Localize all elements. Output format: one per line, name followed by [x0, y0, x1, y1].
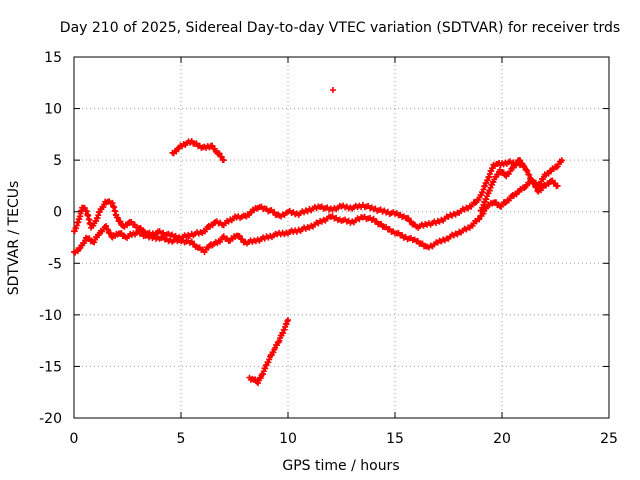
data-point [526, 171, 533, 178]
data-point [519, 160, 526, 167]
data-point [531, 180, 538, 187]
y-tick-label: -15 [39, 359, 62, 375]
data-point [103, 222, 110, 229]
x-tick-label: 25 [600, 431, 618, 447]
data-point [524, 167, 531, 174]
data-point [81, 204, 88, 211]
y-tick-labels: -20 -15 -10 -5 0 5 10 15 [39, 50, 62, 427]
data-point [270, 349, 277, 356]
data-point [558, 157, 565, 164]
data-point [104, 226, 111, 233]
data-point [405, 215, 412, 222]
data-point [218, 153, 225, 160]
data-point [220, 157, 227, 164]
x-tick-labels: 0 5 10 15 20 25 [70, 431, 618, 447]
data-point [329, 87, 336, 94]
axis-ticks [73, 56, 610, 419]
y-tick-label: 0 [53, 205, 62, 221]
y-tick-label: -5 [48, 256, 62, 272]
x-axis-label: GPS time / hours [282, 458, 399, 474]
plot-frame [73, 56, 610, 419]
data-point [265, 359, 272, 366]
data-point [528, 176, 535, 183]
y-tick-label: -10 [39, 308, 62, 324]
data-point [476, 216, 483, 223]
data-points [71, 87, 565, 387]
y-axis-label: SDTVAR / TECUs [6, 181, 22, 296]
y-tick-label: 10 [44, 102, 62, 118]
x-tick-label: 0 [70, 431, 79, 447]
data-point [408, 218, 415, 225]
data-point [554, 182, 561, 189]
data-point [517, 157, 524, 164]
y-tick-label: 5 [53, 153, 62, 169]
data-point [236, 232, 243, 239]
data-point [107, 230, 114, 237]
data-point [533, 184, 540, 191]
data-point [117, 218, 124, 225]
y-tick-label: 15 [44, 50, 62, 66]
data-point [528, 177, 535, 184]
y-tick-label: -20 [39, 411, 62, 427]
x-tick-label: 20 [493, 431, 511, 447]
data-point [266, 356, 273, 363]
data-point [285, 317, 291, 324]
data-point [209, 142, 216, 149]
x-tick-label: 15 [386, 431, 404, 447]
chart-title: Day 210 of 2025, Sidereal Day-to-day VTE… [60, 20, 620, 36]
x-tick-label: 5 [177, 431, 186, 447]
data-point [211, 145, 218, 152]
data-point [216, 150, 223, 157]
x-tick-label: 10 [279, 431, 297, 447]
data-point [114, 214, 121, 221]
